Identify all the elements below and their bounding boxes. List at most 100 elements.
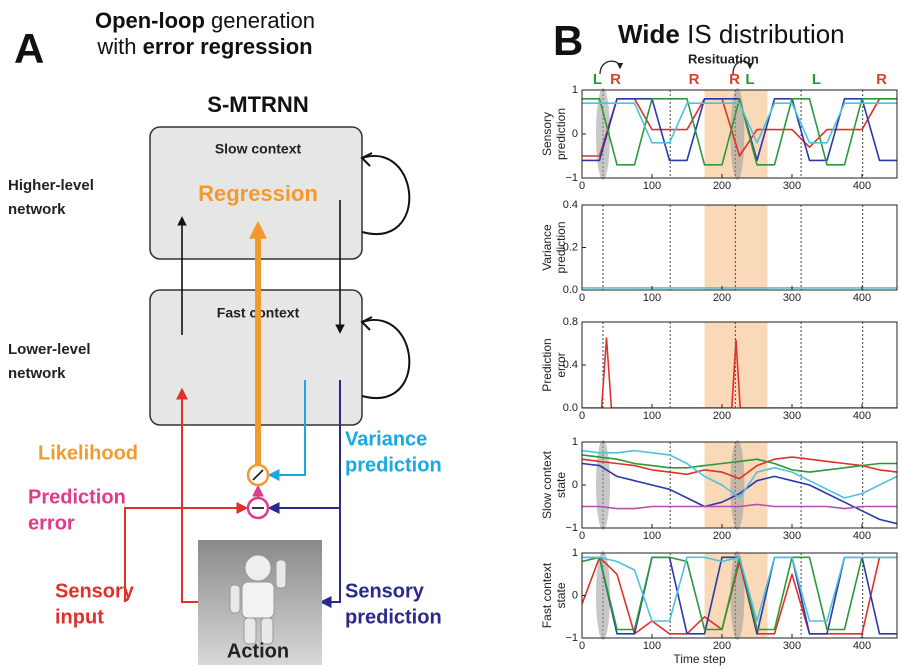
shade [705,322,768,408]
title-part: IS distribution [680,19,845,49]
highlight [730,440,744,530]
title-part: Open-loop [95,8,205,33]
event-label: R [729,71,740,88]
y-axis-label: state [554,582,568,608]
y-tick-label: 0 [572,589,578,601]
y-axis-label: Sensory [540,112,554,156]
slow-loop [362,156,409,234]
input-label: Sensory [55,580,135,602]
y-axis-label: Prediction [540,338,554,391]
x-tick-label: 400 [853,410,871,422]
panel-letter: B [553,17,583,64]
y-tick-label: 0 [572,128,578,140]
error-label: error [28,512,75,534]
x-tick-label: 300 [783,410,801,422]
event-label: L [593,71,602,88]
y-tick-label: 0.4 [563,199,578,211]
x-tick-label: 400 [853,292,871,304]
x-tick-label: 0 [579,530,585,542]
variance-label: prediction [345,454,442,476]
y-axis-label: prediction [554,221,568,273]
level-label: network [8,201,66,218]
x-tick-label: 0 [579,410,585,422]
title-line: with error regression [96,34,312,59]
y-axis-label: prediction [554,108,568,160]
x-tick-label: 300 [783,180,801,192]
x-tick-label: 100 [643,530,661,542]
event-label: L [745,71,754,88]
x-tick-label: 0 [579,292,585,304]
x-tick-label: 400 [853,530,871,542]
variance-label: Variance [345,428,427,450]
y-axis-label: state [554,472,568,498]
level-label: network [8,365,66,382]
slow-title: Slow context [215,141,302,157]
title-part: Wide [618,19,680,49]
title-part: error regression [143,34,313,59]
event-label: R [689,71,700,88]
y-axis-label: error [554,352,568,377]
loop-head [362,153,372,166]
shade [705,205,768,290]
y-axis-label: Variance [540,224,554,271]
x-tick-label: 100 [643,180,661,192]
x-tick-label: 300 [783,530,801,542]
action-label: Action [227,640,289,662]
x-tick-label: 300 [783,292,801,304]
title-part: generation [205,8,315,33]
x-tick-label: 400 [853,180,871,192]
x-tick-label: 100 [643,640,661,652]
x-tick-label: 0 [579,640,585,652]
x-tick-label: 200 [713,410,731,422]
x-tick-label: 200 [713,292,731,304]
y-tick-label: 1 [572,547,578,559]
robot-photo: Action [198,540,322,665]
x-tick-label: 100 [643,410,661,422]
loop-head [362,317,372,330]
likelihood-label: Likelihood [38,442,138,464]
model-name: S-MTRNN [207,92,308,117]
x-tick-label: 0 [579,180,585,192]
panel-a: A Open-loop generation with error regres… [8,8,442,665]
y-tick-label: −1 [565,172,578,184]
y-axis-label: Slow context [540,450,554,519]
x-tick-label: 200 [713,530,731,542]
title-line: Open-loop generation [95,8,315,33]
title-part: with [96,34,142,59]
sensory-prediction-label: Sensory [345,580,425,602]
y-tick-label: −1 [565,632,578,644]
fast-loop [362,320,409,398]
error-label: Prediction [28,486,126,508]
input-label: input [55,606,104,628]
y-axis-label: Fast context [540,562,554,628]
panel-letter: A [14,25,44,72]
x-tick-label: 400 [853,640,871,652]
x-axis-label: Time step [673,652,726,666]
event-label: L [812,71,821,88]
event-label: R [876,71,887,88]
panel-title: Wide IS distribution [618,19,845,49]
event-label: R [610,71,621,88]
level-label: Higher-level [8,177,94,194]
y-tick-label: 0.8 [563,316,578,328]
y-tick-label: 1 [572,84,578,96]
y-tick-label: 1 [572,436,578,448]
regression-label: Regression [198,181,318,206]
figure: A Open-loop generation with error regres… [0,0,903,668]
x-tick-label: 200 [713,640,731,652]
y-tick-label: −1 [565,522,578,534]
x-tick-label: 200 [713,180,731,192]
y-tick-label: 0.0 [563,284,578,296]
subplot: −1010100200300400Slow contextstate [540,436,897,542]
highlight [596,88,610,180]
level-label: Lower-level [8,341,91,358]
x-tick-label: 100 [643,292,661,304]
x-tick-label: 300 [783,640,801,652]
sensory-prediction-label: prediction [345,606,442,628]
y-tick-label: 0 [572,479,578,491]
